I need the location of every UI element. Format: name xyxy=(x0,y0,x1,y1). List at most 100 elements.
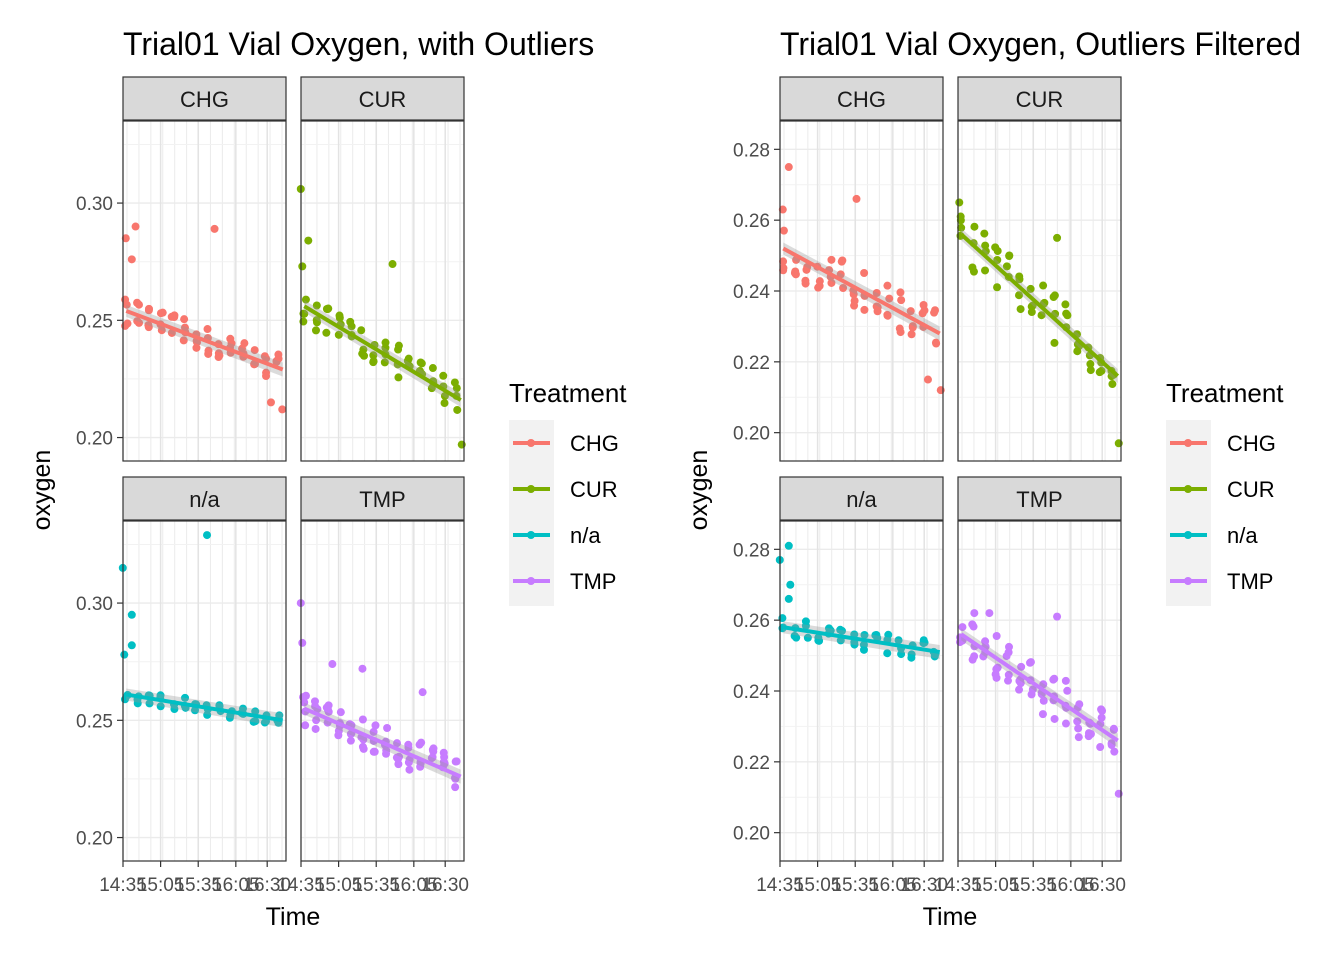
data-point xyxy=(121,234,130,243)
data-point xyxy=(131,222,140,231)
x-tick-label: 14:35 xyxy=(756,875,804,896)
facet-label: CUR xyxy=(1016,87,1064,112)
data-point xyxy=(873,303,882,312)
data-point xyxy=(993,283,1002,292)
data-point xyxy=(322,328,331,337)
data-point xyxy=(786,580,795,589)
data-point xyxy=(991,243,1000,252)
y-tick-label: 0.28 xyxy=(733,540,770,561)
data-point xyxy=(920,306,929,315)
data-point xyxy=(779,257,788,266)
legend-key-point xyxy=(1184,577,1192,585)
data-point xyxy=(167,328,176,337)
data-point xyxy=(346,736,355,745)
data-point xyxy=(1075,700,1084,709)
x-tick-label: 15:35 xyxy=(352,875,400,896)
data-point xyxy=(260,718,269,727)
data-point xyxy=(392,739,401,748)
y-tick-label: 0.20 xyxy=(76,429,113,450)
data-point xyxy=(1028,301,1037,310)
data-point xyxy=(156,309,165,318)
facet-strip xyxy=(957,76,1122,121)
data-point xyxy=(979,652,988,661)
data-point xyxy=(251,707,260,716)
data-point xyxy=(992,632,1001,641)
data-point xyxy=(359,735,368,744)
data-point xyxy=(179,336,188,345)
data-point xyxy=(883,310,892,319)
data-point xyxy=(968,655,977,664)
data-point xyxy=(897,650,906,659)
data-point xyxy=(850,296,859,305)
data-point xyxy=(1026,284,1035,293)
data-point xyxy=(957,223,966,232)
panel-border xyxy=(957,120,1122,462)
data-point xyxy=(860,268,869,277)
data-point xyxy=(969,622,978,631)
y-axis-label: oxygen xyxy=(28,450,56,531)
data-point xyxy=(369,727,378,736)
data-point xyxy=(1002,262,1011,271)
data-point xyxy=(1086,366,1095,375)
y-tick-label: 0.20 xyxy=(733,424,770,445)
data-point xyxy=(301,721,310,730)
data-point xyxy=(360,351,369,360)
x-tick-label: 14:35 xyxy=(99,875,147,896)
data-point xyxy=(311,724,320,733)
data-point xyxy=(1039,281,1048,290)
data-point xyxy=(981,637,990,646)
panel-background xyxy=(301,521,464,861)
data-point xyxy=(1074,733,1083,742)
data-point xyxy=(784,163,793,172)
data-point xyxy=(278,405,287,414)
data-point xyxy=(304,236,313,245)
data-point xyxy=(388,260,397,269)
data-point xyxy=(403,356,412,365)
data-point xyxy=(395,752,404,761)
data-point xyxy=(931,338,940,347)
data-point xyxy=(1109,725,1118,734)
data-point xyxy=(1073,347,1082,356)
legend-label: TMP xyxy=(1227,569,1273,594)
x-tick-label: 16:05 xyxy=(1047,875,1095,896)
data-point xyxy=(133,699,142,708)
data-point xyxy=(1074,724,1083,733)
data-point xyxy=(1096,743,1105,752)
data-point xyxy=(1095,368,1104,377)
data-point xyxy=(920,638,929,647)
data-point xyxy=(1061,300,1070,309)
data-point xyxy=(839,283,848,292)
data-point xyxy=(251,717,260,726)
data-point xyxy=(1073,717,1082,726)
data-point xyxy=(1050,338,1059,347)
data-point xyxy=(1017,662,1026,671)
legend-key-point xyxy=(527,531,535,539)
fit-line xyxy=(960,632,1119,743)
data-point xyxy=(992,665,1001,674)
facet-strip xyxy=(300,476,465,521)
data-point xyxy=(298,638,307,647)
data-point xyxy=(439,757,448,766)
data-point xyxy=(127,610,136,619)
data-point xyxy=(1107,741,1116,750)
data-point xyxy=(827,255,836,264)
data-point xyxy=(1026,658,1035,667)
facet-strip xyxy=(122,476,287,521)
legend-key-point xyxy=(527,577,535,585)
facet-CHG: CHG 0.20 0.22 0.24 0.26 0.28 xyxy=(733,76,945,462)
legend: Treatment CHG CUR n/a TMP xyxy=(1166,378,1284,606)
x-tick-label: 16:05 xyxy=(869,875,917,896)
y-tick-label: 0.20 xyxy=(76,829,113,850)
data-point xyxy=(383,724,392,733)
panel-background xyxy=(301,121,464,461)
x-tick-label: 15:35 xyxy=(174,875,222,896)
legend-label: n/a xyxy=(570,523,601,548)
data-point xyxy=(226,334,235,343)
legend-label: CHG xyxy=(1227,431,1276,456)
data-point xyxy=(203,531,212,540)
data-point xyxy=(394,373,403,382)
data-point xyxy=(238,344,247,353)
data-point xyxy=(357,326,366,335)
data-point xyxy=(312,316,321,325)
x-tick-label: 15:35 xyxy=(1009,875,1057,896)
